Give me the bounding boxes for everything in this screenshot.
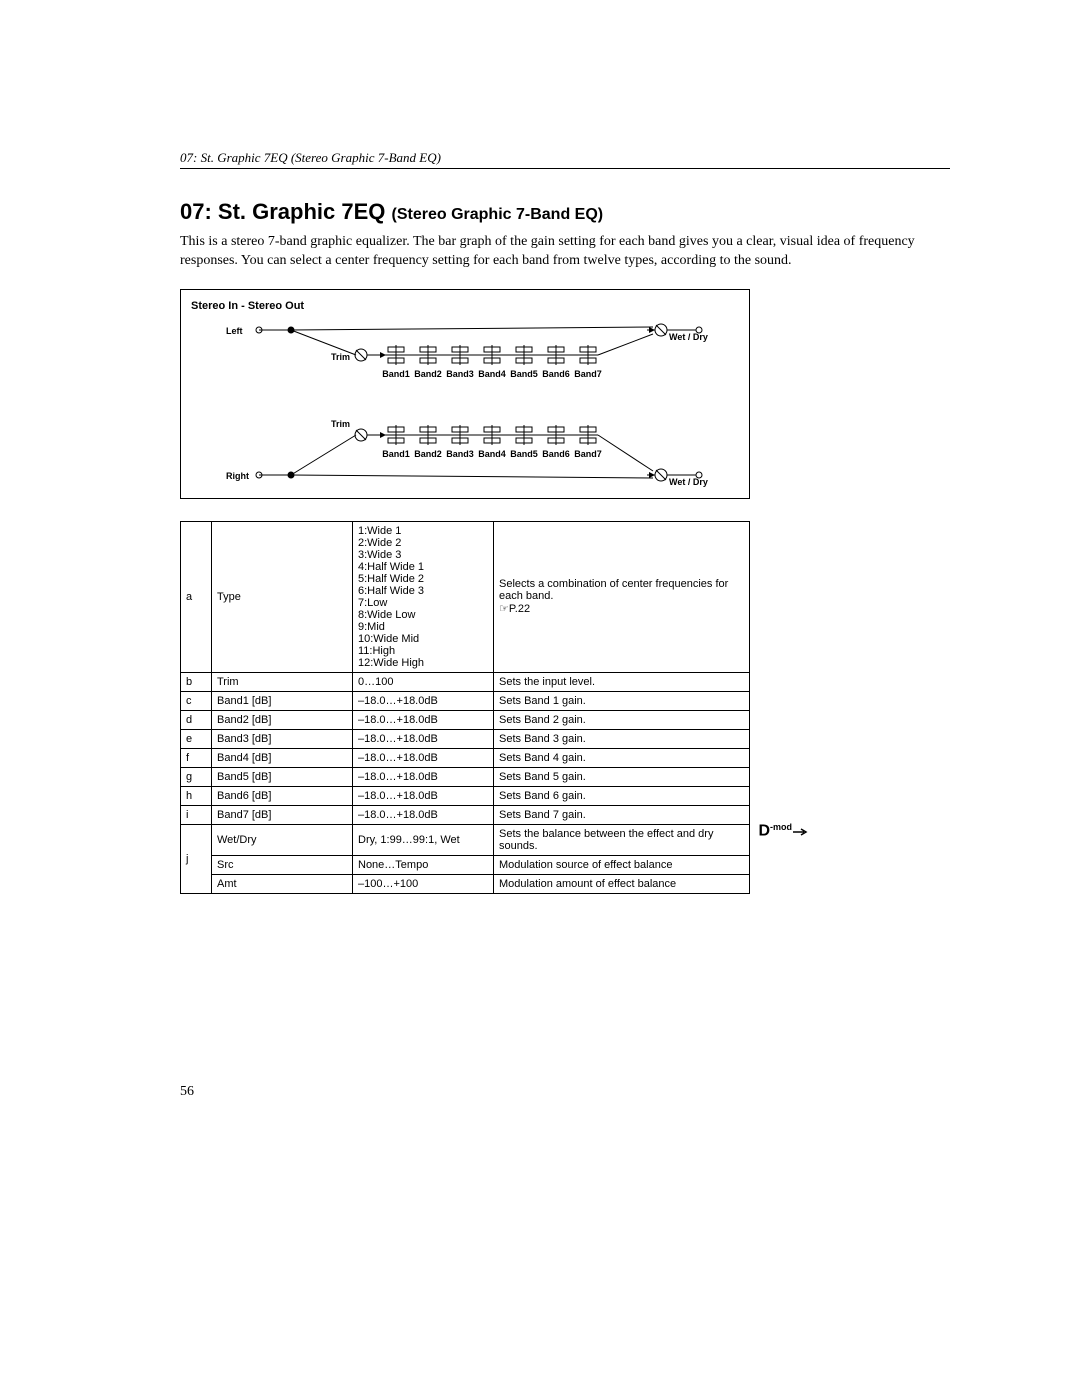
row-desc: Sets the input level. [494,672,750,691]
row-desc: Sets Band 5 gain. [494,767,750,786]
svg-text:Band6: Band6 [542,449,570,459]
row-param: Src [212,855,353,874]
svg-text:Band2: Band2 [414,449,442,459]
row-param: Band4 [dB] [212,748,353,767]
parameter-table-wrap: aType1:Wide 1 2:Wide 2 3:Wide 3 4:Half W… [180,521,750,894]
svg-text:Band5: Band5 [510,449,538,459]
row-desc: Modulation amount of effect balance [494,874,750,893]
row-param: Wet/Dry [212,824,353,855]
row-range: –18.0…+18.0dB [353,729,494,748]
svg-text:Left: Left [226,326,243,336]
table-row: cBand1 [dB]–18.0…+18.0dBSets Band 1 gain… [181,691,750,710]
row-desc: Selects a combination of center frequenc… [494,521,750,672]
row-param: Trim [212,672,353,691]
parameter-table: aType1:Wide 1 2:Wide 2 3:Wide 3 4:Half W… [180,521,750,894]
row-letter: h [181,786,212,805]
row-letter: a [181,521,212,672]
table-row: SrcNone…TempoModulation source of effect… [181,855,750,874]
diagram-svg: Left Trim Band1 Band2 Band3 Band4 Band5 Band6 Ba… [181,290,751,500]
row-range: 0…100 [353,672,494,691]
svg-text:Band3: Band3 [446,449,474,459]
row-param: Band6 [dB] [212,786,353,805]
row-range: 1:Wide 1 2:Wide 2 3:Wide 3 4:Half Wide 1… [353,521,494,672]
row-desc: Sets Band 7 gain. [494,805,750,824]
table-row: Amt–100…+100Modulation amount of effect … [181,874,750,893]
row-param: Band3 [dB] [212,729,353,748]
table-row: eBand3 [dB]–18.0…+18.0dBSets Band 3 gain… [181,729,750,748]
row-param: Band2 [dB] [212,710,353,729]
svg-text:Trim: Trim [331,352,350,362]
intro-paragraph: This is a stereo 7-band graphic equalize… [180,233,950,271]
row-param: Band7 [dB] [212,805,353,824]
svg-text:Band2: Band2 [414,369,442,379]
svg-text:Wet / Dry: Wet / Dry [669,477,708,487]
row-param: Amt [212,874,353,893]
row-letter: b [181,672,212,691]
table-row: bTrim0…100Sets the input level. [181,672,750,691]
row-range: –18.0…+18.0dB [353,805,494,824]
row-range: –18.0…+18.0dB [353,748,494,767]
svg-text:Band4: Band4 [478,369,506,379]
row-desc: Sets Band 3 gain. [494,729,750,748]
row-param: Band1 [dB] [212,691,353,710]
svg-text:Band7: Band7 [574,449,602,459]
row-param: Type [212,521,353,672]
svg-text:Trim: Trim [331,419,350,429]
row-range: –100…+100 [353,874,494,893]
title-sub: (Stereo Graphic 7-Band EQ) [392,206,604,223]
svg-text:Band1: Band1 [382,369,410,379]
page-number: 56 [180,1084,950,1100]
svg-text:Band7: Band7 [574,369,602,379]
table-row: hBand6 [dB]–18.0…+18.0dBSets Band 6 gain… [181,786,750,805]
table-row: fBand4 [dB]–18.0…+18.0dBSets Band 4 gain… [181,748,750,767]
row-letter: e [181,729,212,748]
row-range: –18.0…+18.0dB [353,767,494,786]
svg-text:Wet / Dry: Wet / Dry [669,332,708,342]
svg-text:Band5: Band5 [510,369,538,379]
row-range: –18.0…+18.0dB [353,786,494,805]
row-desc: Sets Band 4 gain. [494,748,750,767]
running-head: 07: St. Graphic 7EQ (Stereo Graphic 7-Ba… [180,150,950,169]
row-desc: Sets Band 2 gain. [494,710,750,729]
row-letter: i [181,805,212,824]
table-row: dBand2 [dB]–18.0…+18.0dBSets Band 2 gain… [181,710,750,729]
row-param: Band5 [dB] [212,767,353,786]
row-desc: Sets Band 6 gain. [494,786,750,805]
row-letter: g [181,767,212,786]
table-row: aType1:Wide 1 2:Wide 2 3:Wide 3 4:Half W… [181,521,750,672]
table-row: jWet/DryDry, 1:99…99:1, WetSets the bala… [181,824,750,855]
row-range: –18.0…+18.0dB [353,691,494,710]
row-letter: c [181,691,212,710]
svg-text:Band1: Band1 [382,449,410,459]
row-range: None…Tempo [353,855,494,874]
row-desc: Sets Band 1 gain. [494,691,750,710]
row-letter: f [181,748,212,767]
table-row: iBand7 [dB]–18.0…+18.0dBSets Band 7 gain… [181,805,750,824]
row-desc: Modulation source of effect balance [494,855,750,874]
dmod-icon: D-mod [758,822,810,840]
svg-text:Right: Right [226,471,249,481]
title-main: 07: St. Graphic 7EQ [180,199,392,224]
svg-text:Band3: Band3 [446,369,474,379]
table-row: gBand5 [dB]–18.0…+18.0dBSets Band 5 gain… [181,767,750,786]
row-range: Dry, 1:99…99:1, Wet [353,824,494,855]
row-range: –18.0…+18.0dB [353,710,494,729]
row-letter: j [181,824,212,893]
svg-text:Band6: Band6 [542,369,570,379]
signal-flow-diagram: Stereo In - Stereo Out LeftTrimBand1Band… [180,289,750,499]
svg-text:Band4: Band4 [478,449,506,459]
row-desc: Sets the balance between the effect and … [494,824,750,855]
row-letter: d [181,710,212,729]
section-title: 07: St. Graphic 7EQ (Stereo Graphic 7-Ba… [180,199,950,225]
